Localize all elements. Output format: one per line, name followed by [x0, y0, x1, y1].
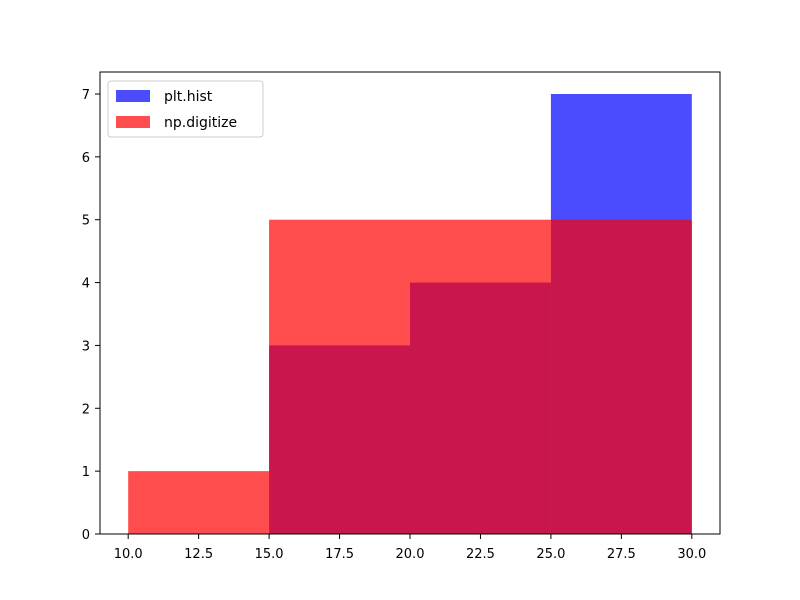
- bar-series-1-bin-0: [128, 471, 270, 534]
- x-tick-label: 27.5: [607, 547, 636, 562]
- bar-series-1-bin-1: [269, 219, 410, 534]
- y-tick-label: 6: [82, 151, 90, 166]
- x-tick-label: 17.5: [325, 547, 354, 562]
- x-tick-label: 15.0: [255, 547, 284, 562]
- y-tick-label: 4: [82, 277, 90, 292]
- bars-layer: [128, 94, 692, 534]
- y-tick-label: 5: [82, 214, 90, 229]
- axes-layer: 10.0 12.5 15.0 17.5 20.0 22.5 25.0 27.5 30.0 0 1 2 3…: [82, 71, 721, 562]
- x-tick-label: 20.0: [396, 547, 425, 562]
- bar-series-1-bin-2: [410, 219, 551, 534]
- bar-series-1-bin-3: [550, 219, 692, 534]
- x-tick-label: 30.0: [677, 547, 706, 562]
- y-tick-label: 3: [82, 339, 90, 354]
- legend: plt.hist np.digitize: [107, 80, 264, 138]
- x-tick-label: 10.0: [114, 547, 143, 562]
- y-tick-label: 0: [82, 528, 90, 543]
- x-tick-label: 12.5: [184, 547, 213, 562]
- x-tick-label: 22.5: [466, 547, 495, 562]
- legend-label-0: plt.hist: [164, 89, 213, 105]
- x-tick-label: 25.0: [536, 547, 565, 562]
- y-tick-label: 7: [82, 88, 90, 103]
- legend-swatch-0: [116, 90, 150, 102]
- legend-label-1: np.digitize: [164, 115, 237, 131]
- legend-swatch-1: [116, 116, 150, 128]
- y-tick-label: 2: [82, 402, 90, 417]
- y-tick-label: 1: [82, 465, 90, 480]
